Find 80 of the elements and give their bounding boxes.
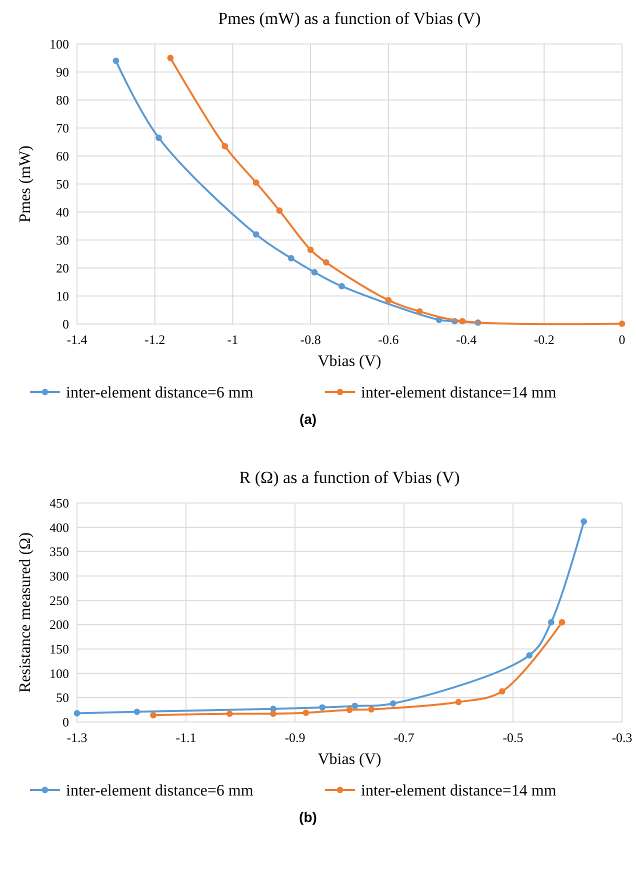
text: (b) — [299, 809, 317, 825]
point — [156, 134, 162, 141]
point — [134, 708, 140, 715]
point — [338, 283, 345, 290]
y-tick-label: 350 — [50, 544, 69, 560]
point — [270, 710, 276, 717]
point — [322, 259, 330, 266]
point — [455, 698, 462, 706]
point — [226, 710, 233, 717]
point — [459, 318, 466, 324]
y-tick-label: 60 — [56, 148, 69, 164]
point — [167, 54, 174, 62]
point — [252, 231, 260, 238]
point — [302, 710, 310, 716]
y-tick-label: 150 — [50, 642, 69, 657]
x-tick-label: -0.9 — [284, 730, 306, 745]
y-tick-label: 400 — [50, 520, 69, 535]
legend-label: inter-element distance=6 mm — [66, 384, 254, 402]
point — [222, 143, 228, 150]
point — [558, 619, 566, 626]
x-tick-label: -0.3 — [612, 730, 632, 745]
y-tick-label: 250 — [50, 592, 69, 608]
x-tick-label: 0 — [618, 332, 626, 347]
y-tick-label: 450 — [50, 496, 69, 511]
x-tick-label: -1.4 — [66, 332, 88, 347]
point — [526, 652, 533, 659]
x-tick-label: -0.5 — [502, 730, 524, 745]
y-axis-title: Pmes (mW) — [17, 146, 34, 222]
point — [548, 619, 554, 626]
x-tick-label: -1.3 — [66, 730, 88, 745]
point — [368, 706, 374, 713]
y-tick-label: 100 — [50, 666, 69, 681]
x-tick-label: -0.7 — [394, 730, 415, 745]
x-tick-label: -1.1 — [176, 730, 196, 745]
y-tick-label: 0 — [62, 714, 69, 730]
point — [390, 700, 396, 707]
y-tick-label: 80 — [56, 92, 69, 108]
x-axis-title: Vbias (V) — [318, 353, 382, 370]
point — [618, 320, 626, 327]
y-tick-label: 70 — [56, 120, 69, 136]
x-tick-label: -1 — [227, 332, 238, 347]
point — [112, 58, 120, 64]
legend-label: inter-element distance=14 mm — [361, 782, 557, 800]
point — [580, 518, 588, 525]
x-tick-label: -0.4 — [456, 332, 478, 347]
point — [319, 704, 326, 711]
point — [498, 688, 506, 695]
y-tick-label: 100 — [50, 36, 69, 52]
y-axis-title: Resistance measured (Ω) — [17, 532, 34, 693]
text: (a) — [299, 411, 317, 427]
y-tick-label: 50 — [56, 690, 69, 706]
y-tick-label: 20 — [56, 260, 69, 276]
x-tick-label: -0.6 — [378, 332, 400, 347]
point — [385, 297, 392, 304]
x-tick-label: -0.2 — [534, 332, 554, 347]
point — [288, 255, 294, 262]
point — [416, 308, 423, 315]
y-tick-label: 30 — [56, 232, 69, 248]
point — [150, 712, 156, 718]
point — [252, 179, 260, 186]
legend-label: inter-element distance=14 mm — [361, 384, 557, 402]
point — [74, 710, 80, 716]
x-tick-label: -0.8 — [300, 332, 321, 347]
y-tick-label: 50 — [56, 176, 69, 192]
x-tick-label: -1.2 — [144, 332, 166, 347]
legend-label: inter-element distance=6 mm — [66, 782, 254, 800]
point — [352, 702, 358, 710]
point — [311, 269, 318, 276]
y-tick-label: 10 — [56, 288, 69, 304]
x-axis-title: Vbias (V) — [318, 751, 382, 768]
point — [346, 706, 353, 714]
chart-title: R (Ω) as a function of Vbias (V) — [239, 468, 460, 487]
y-tick-label: 200 — [50, 617, 69, 632]
chart-title: Pmes (mW) as a function of Vbias (V) — [218, 9, 481, 28]
y-tick-label: 300 — [50, 568, 69, 584]
point — [276, 207, 283, 214]
y-tick-label: 40 — [56, 204, 69, 220]
point — [307, 246, 314, 253]
y-tick-label: 90 — [56, 64, 69, 80]
y-tick-label: 0 — [62, 316, 69, 332]
